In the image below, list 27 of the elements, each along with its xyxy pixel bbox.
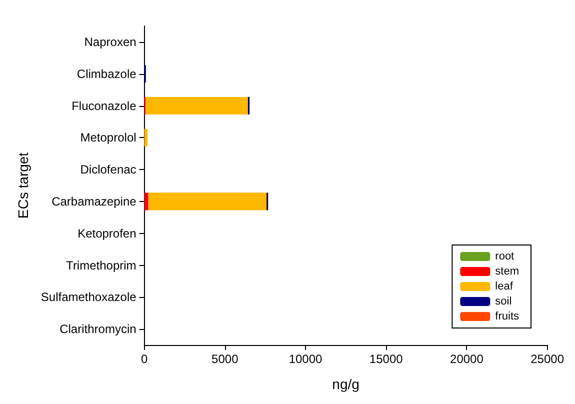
y-tick-label: Fluconazole	[72, 98, 137, 113]
y-tick-label: Climbazole	[76, 66, 137, 81]
legend-label: soil	[495, 296, 512, 308]
x-tick-label: 20000	[450, 352, 484, 366]
y-tick-label: Clarithromycin	[60, 322, 136, 336]
bar	[144, 128, 148, 146]
legend-label: leaf	[495, 280, 514, 292]
y-axis-title: ECs target	[15, 152, 31, 219]
x-tick-label: 5000	[212, 352, 239, 366]
y-tick-label: Carbamazepine	[52, 194, 137, 208]
y-tick-label: Diclofenac	[80, 162, 136, 177]
x-tick-label: 25000	[530, 352, 564, 366]
y-tick-label: Naproxen	[84, 34, 136, 49]
legend-label: stem	[495, 266, 520, 278]
x-tick-label: 15000	[369, 352, 404, 366]
legend-label: fruits	[495, 310, 520, 322]
x-axis-title: ng/g	[332, 376, 360, 392]
y-tick-label: Ketoprofen	[78, 226, 136, 240]
bar	[148, 192, 266, 210]
x-tick-label: 0	[140, 352, 148, 366]
x-tick-label: 10000	[288, 352, 323, 366]
y-tick-label: Metoprolol	[80, 130, 136, 145]
legend-label: root	[495, 250, 514, 262]
bar	[146, 96, 248, 115]
bar	[144, 192, 148, 210]
y-tick-label: Sulfamethoxazole	[40, 290, 137, 304]
y-tick-label: Trimethoprim	[66, 258, 136, 272]
